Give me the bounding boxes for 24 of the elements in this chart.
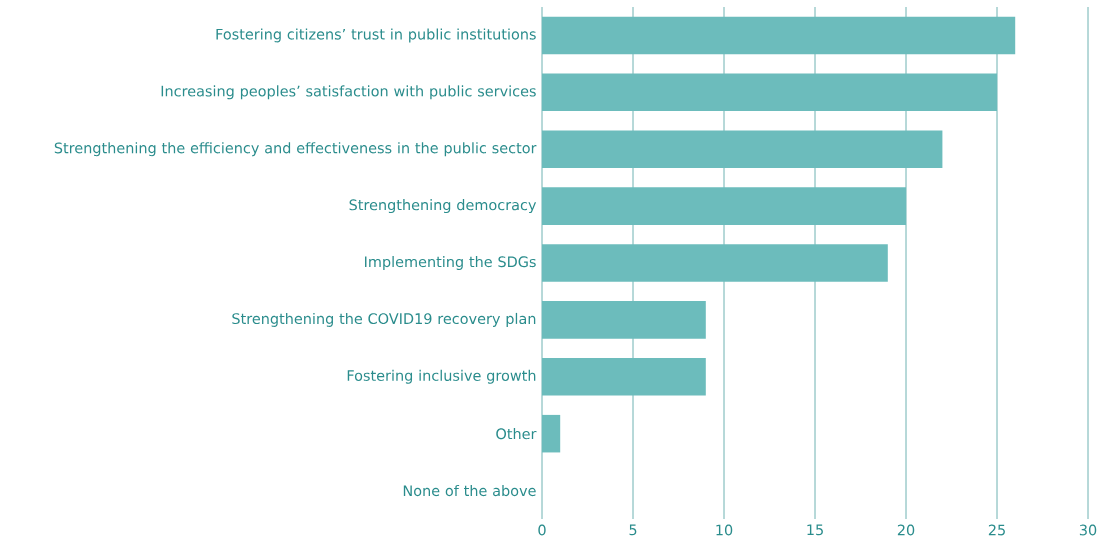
y-tick-label: Other bbox=[496, 428, 537, 440]
bar bbox=[542, 301, 706, 339]
y-tick-label: None of the above bbox=[403, 484, 536, 497]
x-tick-label: 15 bbox=[807, 524, 823, 536]
y-tick-label: Strengthening democracy bbox=[349, 199, 537, 214]
y-tick-label: Fostering citizens’ trust in public institutions bbox=[216, 28, 536, 43]
x-tick-label: 0 bbox=[538, 524, 546, 536]
bar bbox=[542, 130, 943, 168]
x-tick-label: 20 bbox=[897, 524, 915, 536]
y-tick-label: Strengthening the efficiency and effectiveness in the public sector bbox=[54, 142, 537, 157]
x-tick-label: 10 bbox=[716, 524, 733, 536]
x-tick-label: 30 bbox=[1079, 524, 1097, 536]
bar bbox=[542, 414, 561, 453]
y-tick-label: Increasing peoples’ satisfaction with public services bbox=[161, 85, 536, 100]
x-tick-label: 5 bbox=[629, 524, 637, 536]
bar bbox=[542, 358, 706, 396]
y-tick-label: Strengthening the COVID19 recovery plan bbox=[232, 312, 536, 327]
bar bbox=[542, 16, 1016, 55]
bar bbox=[542, 244, 888, 282]
bar bbox=[542, 187, 906, 225]
y-tick-label: Implementing the SDGs bbox=[365, 256, 536, 270]
x-tick-label: 25 bbox=[988, 524, 1005, 536]
bar bbox=[542, 73, 997, 112]
y-tick-label: Fostering inclusive growth bbox=[347, 369, 536, 384]
